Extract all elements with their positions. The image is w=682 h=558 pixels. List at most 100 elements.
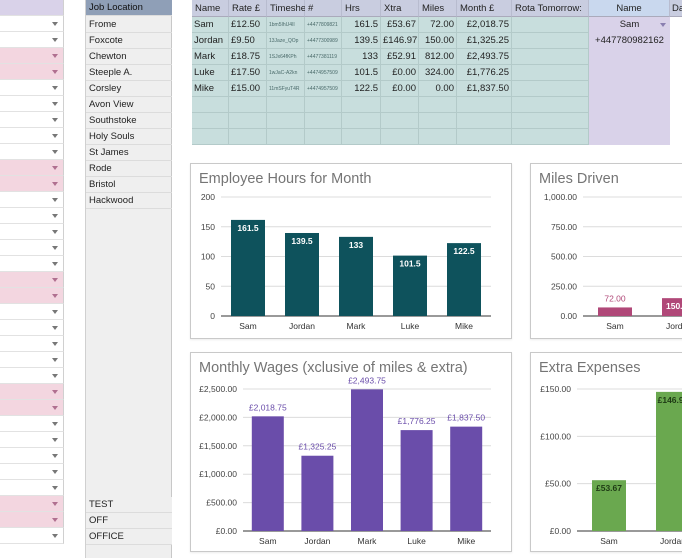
job-location-cell[interactable]: Hackwood: [86, 193, 172, 209]
empty-cell[interactable]: [267, 129, 305, 145]
chevron-down-icon[interactable]: [52, 182, 58, 186]
column-header[interactable]: Rate £: [229, 0, 267, 17]
job-location-cell[interactable]: Steeple A.: [86, 65, 172, 81]
cell-hrs[interactable]: 101.5: [342, 65, 381, 81]
cell-miles[interactable]: 0.00: [419, 81, 457, 97]
cell-month[interactable]: £1,837.50: [457, 81, 512, 97]
status-dropdown-cell[interactable]: [0, 496, 64, 512]
status-dropdown-cell[interactable]: [0, 416, 64, 432]
job-location-cell[interactable]: Bristol: [86, 177, 172, 193]
cell-timesheet[interactable]: 1wJaC-A2kn: [267, 65, 305, 81]
chevron-down-icon[interactable]: [52, 246, 58, 250]
status-dropdown-cell[interactable]: [0, 32, 64, 48]
column-header[interactable]: Timeshe: [267, 0, 306, 17]
rota-name-header[interactable]: Name: [589, 0, 670, 17]
chevron-down-icon[interactable]: [52, 54, 58, 58]
cell-rate[interactable]: £9.50: [229, 33, 267, 49]
empty-cell[interactable]: [229, 113, 267, 129]
cell-hrs[interactable]: 133: [342, 49, 381, 65]
status-dropdown-cell[interactable]: [0, 464, 64, 480]
chevron-down-icon[interactable]: [52, 454, 58, 458]
empty-cell[interactable]: [457, 129, 512, 145]
status-dropdown-cell[interactable]: [0, 112, 64, 128]
job-location-cell[interactable]: Foxcote: [86, 33, 172, 49]
job-location-cell[interactable]: TEST: [86, 497, 172, 513]
chevron-down-icon[interactable]: [52, 70, 58, 74]
cell-month[interactable]: £2,018.75: [457, 17, 512, 33]
cell-month[interactable]: £2,493.75: [457, 49, 512, 65]
cell-xtra[interactable]: £146.97: [381, 33, 419, 49]
empty-cell[interactable]: [305, 97, 342, 113]
cell-rota[interactable]: [512, 81, 589, 97]
chevron-down-icon[interactable]: [52, 486, 58, 490]
cell-rota[interactable]: [512, 49, 589, 65]
empty-cell[interactable]: [192, 113, 229, 129]
status-dropdown-cell[interactable]: [0, 240, 64, 256]
chevron-down-icon[interactable]: [52, 22, 58, 26]
chart-miles-driven[interactable]: Miles Driven 0.00 250.00 500.00 750.00 1,000…: [530, 163, 682, 339]
status-dropdown-cell[interactable]: [0, 304, 64, 320]
job-location-cell[interactable]: St James: [86, 145, 172, 161]
status-dropdown-cell[interactable]: [0, 432, 64, 448]
empty-cell[interactable]: [192, 129, 229, 145]
job-location-cell[interactable]: Corsley: [86, 81, 172, 97]
empty-cell[interactable]: [512, 113, 589, 129]
chevron-down-icon[interactable]: [52, 294, 58, 298]
empty-cell[interactable]: [512, 129, 589, 145]
cell-name[interactable]: Jordan: [192, 33, 229, 49]
status-dropdown-cell[interactable]: [0, 176, 64, 192]
chevron-down-icon[interactable]: [52, 166, 58, 170]
rota-phone[interactable]: +447780982162: [595, 35, 664, 46]
status-dropdown-cell[interactable]: [0, 96, 64, 112]
chart-employee-hours[interactable]: Employee Hours for Month 0 50 100 150 200 Sam…: [190, 163, 512, 339]
status-dropdown-cell[interactable]: [0, 320, 64, 336]
empty-cell[interactable]: [342, 113, 381, 129]
cell-xtra[interactable]: £0.00: [381, 65, 419, 81]
cell-rate[interactable]: £15.00: [229, 81, 267, 97]
empty-cell[interactable]: [342, 97, 381, 113]
job-location-cell[interactable]: OFFICE: [86, 529, 172, 545]
empty-cell[interactable]: [419, 97, 457, 113]
chevron-down-icon[interactable]: [52, 230, 58, 234]
job-location-cell[interactable]: OFF: [86, 513, 172, 529]
column-header[interactable]: Name: [192, 0, 229, 17]
header-cell[interactable]: [0, 0, 64, 16]
chevron-down-icon[interactable]: [52, 38, 58, 42]
chevron-down-icon[interactable]: [52, 518, 58, 522]
chevron-down-icon[interactable]: [52, 134, 58, 138]
status-dropdown-cell[interactable]: [0, 384, 64, 400]
chart-monthly-wages[interactable]: Monthly Wages (xclusive of miles & extra…: [190, 352, 512, 552]
job-location-cell[interactable]: Avon View: [86, 97, 172, 113]
chevron-down-icon[interactable]: [52, 150, 58, 154]
status-dropdown-cell[interactable]: [0, 64, 64, 80]
cell-timesheet[interactable]: 11mSFyuT4R: [267, 81, 305, 97]
status-dropdown-cell[interactable]: [0, 288, 64, 304]
column-header[interactable]: Month £: [457, 0, 512, 17]
column-header[interactable]: Hrs: [342, 0, 381, 17]
chevron-down-icon[interactable]: [52, 278, 58, 282]
empty-cell[interactable]: [267, 97, 305, 113]
empty-cell[interactable]: [229, 97, 267, 113]
status-dropdown-cell[interactable]: [0, 16, 64, 32]
chevron-down-icon[interactable]: [52, 118, 58, 122]
column-header[interactable]: Rota Tomorrow:: [512, 0, 589, 17]
status-dropdown-cell[interactable]: [0, 400, 64, 416]
column-header[interactable]: Miles: [419, 0, 457, 17]
cell-rota[interactable]: [512, 65, 589, 81]
cell-hrs[interactable]: 122.5: [342, 81, 381, 97]
status-dropdown-cell[interactable]: [0, 224, 64, 240]
empty-cell[interactable]: [267, 113, 305, 129]
status-dropdown-cell[interactable]: [0, 192, 64, 208]
chevron-down-icon[interactable]: [52, 86, 58, 90]
chevron-down-icon[interactable]: [52, 358, 58, 362]
cell-name[interactable]: Luke: [192, 65, 229, 81]
chevron-down-icon[interactable]: [52, 310, 58, 314]
chevron-down-icon[interactable]: [52, 438, 58, 442]
cell-hrs[interactable]: 139.5: [342, 33, 381, 49]
status-dropdown-cell[interactable]: [0, 272, 64, 288]
chevron-down-icon[interactable]: [52, 502, 58, 506]
status-dropdown-cell[interactable]: [0, 480, 64, 496]
empty-cell[interactable]: [342, 129, 381, 145]
status-dropdown-cell[interactable]: [0, 160, 64, 176]
empty-cell[interactable]: [419, 113, 457, 129]
